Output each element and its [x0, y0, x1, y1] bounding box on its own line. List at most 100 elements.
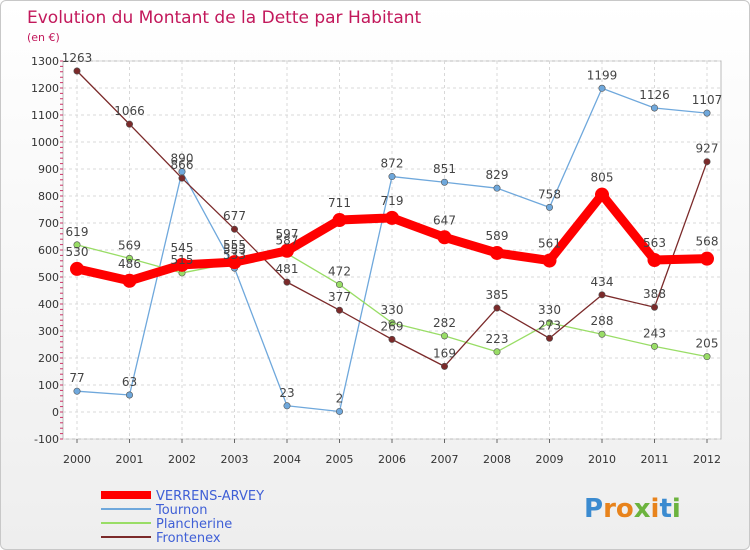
data-point	[70, 261, 84, 276]
data-label: 377	[328, 290, 351, 304]
data-label: 927	[696, 142, 719, 156]
data-point	[440, 332, 448, 340]
legend-label: VERRENS-ARVEY	[156, 489, 264, 504]
data-point	[388, 319, 396, 327]
chart-subtitle: (en €)	[27, 31, 60, 44]
data-label: 1126	[639, 88, 670, 102]
data-point	[542, 253, 557, 268]
data-labels: 77 63 890 533 23 2 872 851 829 758 1199 1126 1107 619…	[62, 51, 723, 405]
data-point	[280, 243, 294, 258]
data-label: 805	[591, 171, 614, 185]
data-point	[122, 273, 137, 288]
data-point	[598, 330, 606, 338]
data-point	[231, 225, 239, 233]
data-point	[493, 304, 501, 312]
data-point	[493, 348, 501, 356]
data-point	[385, 210, 399, 225]
data-point	[545, 203, 553, 211]
data-label: 711	[328, 196, 351, 210]
data-label: 851	[433, 162, 456, 176]
data-point	[332, 213, 347, 228]
data-point	[545, 319, 553, 327]
x-tick-label: 2001	[116, 453, 144, 466]
data-point	[283, 402, 291, 410]
data-point	[440, 362, 448, 370]
data-point	[703, 109, 711, 117]
x-tick-label: 2005	[326, 453, 354, 466]
logo-letter: r	[603, 494, 616, 524]
data-label: 472	[328, 265, 351, 279]
data-label: 587	[276, 234, 299, 248]
data-point	[335, 306, 343, 314]
y-tick-label: 100	[38, 379, 59, 392]
legend-label: Plancherine	[156, 517, 232, 532]
y-tick-label: 600	[38, 244, 59, 257]
data-label: 719	[381, 194, 404, 208]
proxiti-logo: Proxiti	[584, 494, 681, 524]
data-point	[388, 173, 396, 181]
data-label: 243	[643, 326, 666, 340]
data-label: 589	[486, 229, 509, 243]
data-label: 169	[433, 346, 456, 360]
data-point	[283, 278, 291, 286]
data-label: 77	[69, 371, 84, 385]
y-tick-label: 700	[38, 217, 59, 230]
x-tick-label: 2000	[63, 453, 91, 466]
data-label: 385	[486, 288, 509, 302]
logo-letter: i	[651, 494, 660, 524]
chart-title: Evolution du Montant de la Dette par Hab…	[27, 8, 422, 28]
data-label: 530	[66, 245, 89, 259]
data-point	[545, 334, 553, 342]
data-label: 1107	[692, 93, 723, 107]
data-label: 866	[171, 158, 194, 172]
y-tick-label: 200	[38, 352, 59, 365]
data-label: 205	[696, 337, 719, 351]
data-point	[595, 187, 609, 202]
data-label: 273	[538, 318, 561, 332]
data-point	[703, 353, 711, 361]
data-label: 553	[223, 243, 246, 257]
data-point	[647, 252, 662, 267]
data-label: 1066	[114, 104, 145, 118]
data-label: 533	[223, 248, 246, 262]
y-tick-label: 300	[38, 325, 59, 338]
data-label: 555	[223, 238, 246, 252]
legend-label: Frontenex	[156, 531, 221, 546]
data-label: 619	[66, 225, 89, 239]
grid	[62, 60, 722, 440]
data-label: 269	[381, 319, 404, 333]
data-point	[493, 184, 501, 192]
data-point	[490, 245, 504, 260]
data-label: 647	[433, 213, 456, 227]
data-point	[227, 255, 242, 270]
data-point	[126, 254, 134, 262]
axes: -100 0 100 200 300 400 500 600 700 800 900 1000 1100…	[31, 55, 721, 466]
data-label: 2	[336, 391, 344, 405]
data-point	[175, 257, 189, 272]
data-label: 330	[538, 303, 561, 317]
data-point	[335, 407, 343, 415]
data-point	[126, 391, 134, 399]
logo-letter: x	[634, 494, 651, 524]
data-label: 872	[381, 157, 404, 171]
data-label: 829	[486, 168, 509, 182]
data-point	[440, 178, 448, 186]
data-label: 1263	[62, 51, 93, 65]
data-label: 1199	[587, 68, 618, 82]
data-point	[388, 335, 396, 343]
data-label: 758	[538, 187, 561, 201]
data-point	[437, 230, 452, 245]
data-label: 23	[279, 386, 294, 400]
data-point	[598, 84, 606, 92]
data-label: 597	[276, 227, 299, 241]
data-point	[703, 158, 711, 166]
data-label: 330	[381, 303, 404, 317]
data-point	[650, 303, 658, 311]
x-tick-label: 2004	[273, 453, 301, 466]
logo-letter: P	[584, 494, 603, 524]
x-tick-label: 2008	[483, 453, 511, 466]
data-label: 563	[643, 236, 666, 250]
logo-letter: t	[659, 494, 671, 524]
y-tick-label: 1300	[31, 55, 59, 68]
data-label: 561	[538, 237, 561, 251]
